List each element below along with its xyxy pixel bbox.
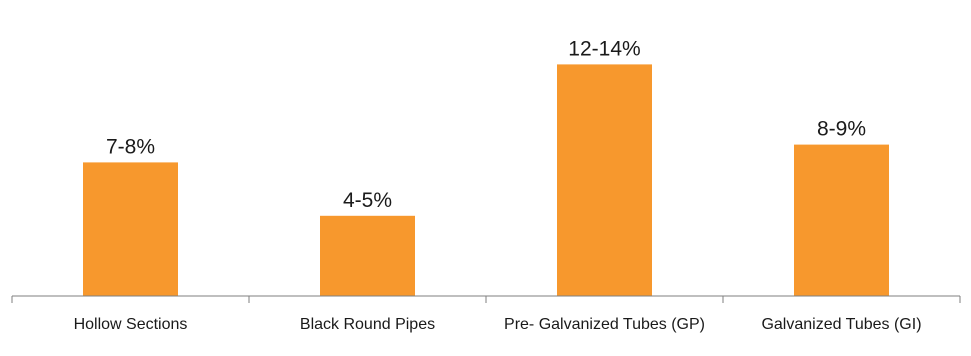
- data-labels-group: 7-8% 4-5% 12-14% 8-9%: [106, 37, 866, 211]
- bar-hollow-sections: [83, 162, 178, 296]
- data-label-black-round-pipes: 4-5%: [343, 189, 392, 212]
- bar-pre-galvanized-tubes-gp: [557, 64, 652, 297]
- x-tick-labels-group: Hollow Sections Black Round Pipes Pre- Gal…: [74, 316, 922, 333]
- x-tick-label-pre-galvanized-tubes-gp: Pre- Galvanized Tubes (GP): [504, 316, 705, 333]
- bar-galvanized-tubes-gi: [794, 144, 889, 296]
- bars-group: [83, 64, 889, 297]
- data-label-hollow-sections: 7-8%: [106, 135, 155, 158]
- data-label-pre-galvanized-tubes-gp: 12-14%: [568, 37, 640, 60]
- x-axis: [11, 295, 961, 303]
- x-tick-label-black-round-pipes: Black Round Pipes: [300, 316, 435, 333]
- data-label-galvanized-tubes-gi: 8-9%: [817, 118, 866, 141]
- bar-black-round-pipes: [320, 215, 415, 296]
- x-tick-label-hollow-sections: Hollow Sections: [74, 316, 188, 333]
- x-tick-label-galvanized-tubes-gi: Galvanized Tubes (GI): [761, 316, 921, 333]
